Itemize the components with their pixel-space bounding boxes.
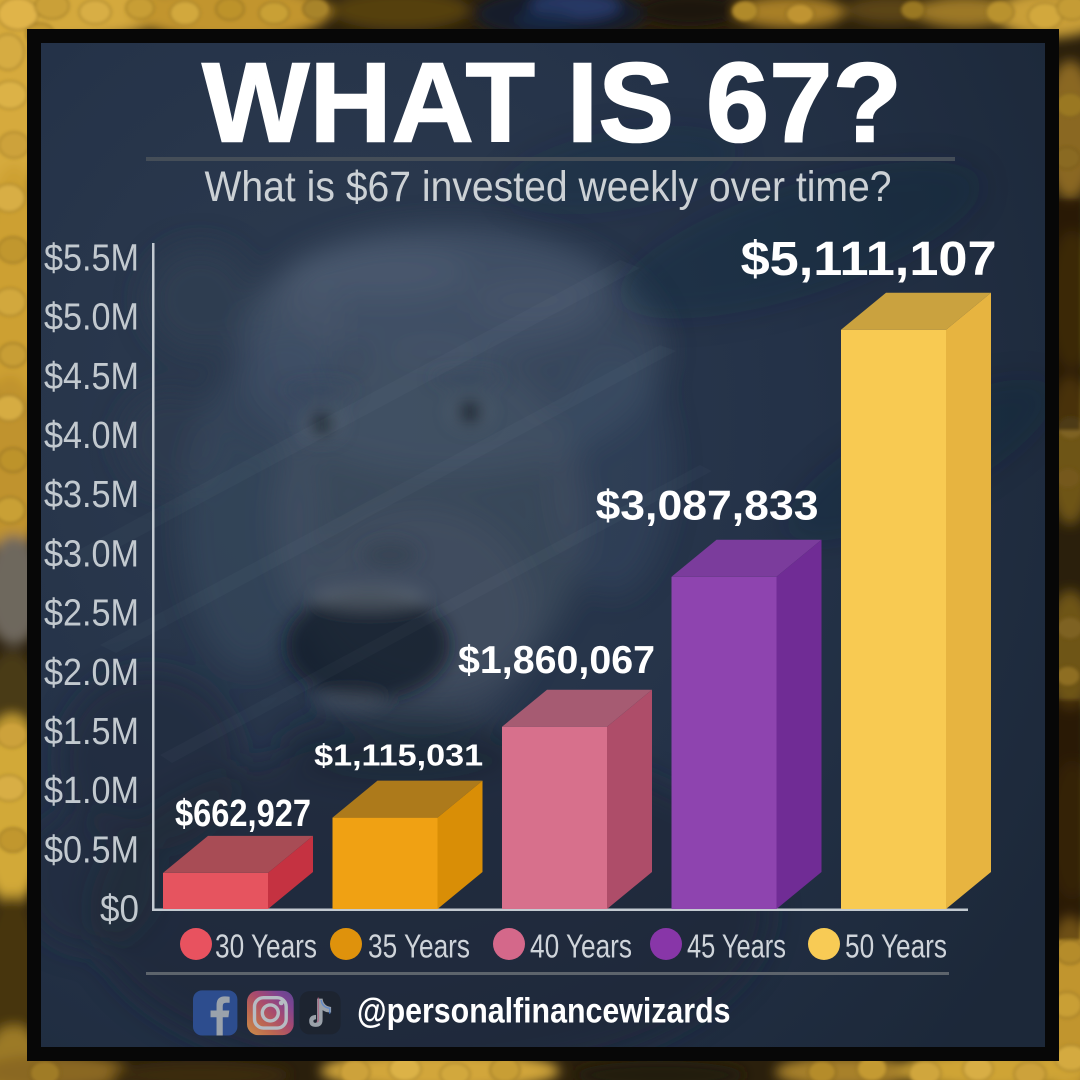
- svg-text:$0.5M: $0.5M: [44, 828, 139, 870]
- svg-text:$0: $0: [100, 888, 139, 930]
- svg-text:$662,927: $662,927: [175, 792, 311, 835]
- svg-text:$1,860,067: $1,860,067: [458, 639, 655, 682]
- svg-text:45 Years: 45 Years: [687, 927, 786, 964]
- svg-text:$2.5M: $2.5M: [44, 592, 139, 634]
- svg-text:40 Years: 40 Years: [530, 927, 632, 964]
- svg-text:$1.5M: $1.5M: [44, 710, 139, 752]
- svg-text:$5.0M: $5.0M: [44, 296, 139, 338]
- svg-text:$1,115,031: $1,115,031: [314, 740, 483, 773]
- svg-text:$1.0M: $1.0M: [44, 769, 139, 811]
- svg-text:$4.5M: $4.5M: [44, 355, 139, 397]
- svg-text:50 Years: 50 Years: [845, 927, 947, 964]
- svg-text:WHAT IS 67?: WHAT IS 67?: [202, 40, 902, 166]
- svg-text:$5.5M: $5.5M: [44, 237, 139, 279]
- svg-text:@personalfinancewizards: @personalfinancewizards: [357, 992, 731, 1031]
- svg-text:$3.0M: $3.0M: [44, 532, 139, 574]
- svg-text:35 Years: 35 Years: [368, 927, 470, 964]
- svg-text:$3.5M: $3.5M: [44, 473, 139, 515]
- svg-text:$3,087,833: $3,087,833: [596, 483, 819, 529]
- svg-text:What is $67 invested weekly ov: What is $67 invested weekly over time?: [205, 163, 892, 211]
- svg-text:$4.0M: $4.0M: [44, 414, 139, 456]
- svg-text:$2.0M: $2.0M: [44, 651, 139, 693]
- svg-text:$5,111,107: $5,111,107: [741, 232, 997, 286]
- svg-text:30 Years: 30 Years: [215, 927, 317, 964]
